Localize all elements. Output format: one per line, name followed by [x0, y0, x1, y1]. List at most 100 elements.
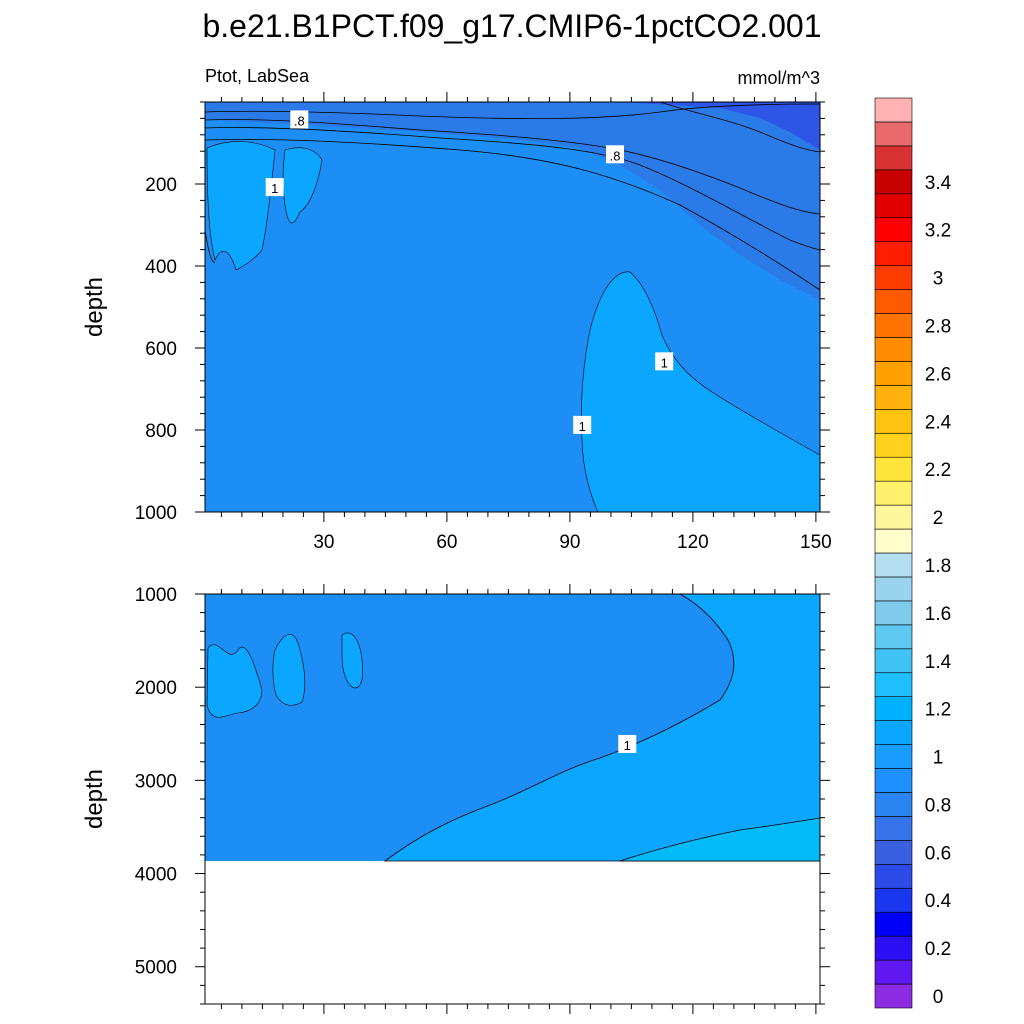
upper-y-axis-label: depth [81, 277, 108, 337]
contour-label: 1 [661, 355, 668, 370]
colorbar-label: 0.8 [925, 795, 951, 816]
lower-high-fill [383, 593, 821, 862]
colorbar-box [874, 217, 913, 242]
x-tick-label: 150 [800, 532, 832, 553]
contour-label-box [655, 352, 674, 371]
colorbar-box [874, 528, 913, 554]
colorbar-box [874, 432, 913, 458]
contour-label-box [606, 145, 624, 164]
colorbar-label: 1.2 [925, 700, 951, 721]
colorbar-label: 0.6 [925, 843, 951, 864]
y-tick-label: 400 [145, 257, 177, 278]
colorbar-box [874, 887, 913, 913]
lower-high-fill-mid [272, 633, 306, 706]
y-tick-label: 5000 [135, 958, 177, 979]
upper-shallow-low-fill [205, 102, 820, 300]
colorbar-box [874, 361, 913, 386]
contour-line [204, 229, 216, 263]
contour-label: 1 [624, 738, 631, 753]
contour-label: .8 [294, 113, 305, 128]
contour-line [204, 139, 821, 291]
colorbar-label: 0.2 [925, 939, 951, 960]
colorbar-box [874, 816, 913, 841]
colorbar-box [874, 792, 913, 817]
lower-highest-fill [619, 817, 821, 862]
x-tick-label: 120 [677, 532, 709, 553]
colorbar-labels: 0 0.2 0.4 0.6 0.8 1 1.2 1.4 1.6 1.8 2 2.2 2.4 2.6 2.8 3… [925, 173, 952, 1008]
upper-high-fill-left [206, 141, 276, 271]
contour-label-box [618, 734, 637, 753]
colorbar-box [874, 768, 913, 793]
colorbar-box [874, 672, 913, 697]
contour-label-box [290, 110, 309, 129]
colorbar-label: 2.4 [925, 412, 952, 433]
lower-panel: 1 1000 2000 3000 4000 5000 [135, 584, 830, 1014]
contour-label-box [265, 178, 284, 197]
y-tick-label: 3000 [135, 771, 177, 792]
colorbar-label: 1 [933, 748, 944, 769]
colorbar-box [874, 409, 913, 434]
colorbar-box [874, 504, 913, 530]
lower-ticks: 1000 2000 3000 4000 5000 [135, 584, 830, 1014]
y-tick-label: 800 [145, 421, 177, 442]
colorbar-box [874, 624, 913, 650]
colorbar-box [874, 480, 913, 506]
lower-contour-labels: 1 [618, 734, 637, 753]
colorbar-box [874, 576, 913, 602]
colorbar-box [874, 935, 913, 961]
x-tick-label: 60 [436, 532, 457, 553]
colorbar-label: 3 [933, 269, 944, 290]
colorbar: 0 0.2 0.4 0.6 0.8 1 1.2 1.4 1.6 1.8 2 2.2 2.4 2.6 2.8 3… [874, 97, 952, 1009]
colorbar-box [874, 552, 913, 578]
colorbar-box [874, 145, 913, 171]
colorbar-label: 2 [933, 508, 944, 529]
colorbar-box [874, 169, 913, 195]
x-tick-label: 90 [559, 532, 580, 553]
y-tick-label: 1000 [135, 585, 177, 606]
lower-y-axis-label: depth [81, 769, 108, 829]
contour-label: 1 [271, 181, 278, 196]
colorbar-box [874, 289, 913, 314]
colorbar-box [874, 911, 913, 937]
colorbar-box [874, 648, 913, 674]
y-tick-label: 2000 [135, 678, 177, 699]
upper-high-fill-deep [580, 271, 821, 513]
lower-high-fill-left [206, 644, 263, 718]
colorbar-label: 3.2 [925, 221, 951, 242]
upper-ticks: 30 60 90 120 150 200 400 600 800 1000 [135, 92, 832, 553]
y-tick-label: 4000 [135, 865, 177, 886]
colorbar-box [874, 121, 913, 147]
chart-title: b.e21.B1PCT.f09_g17.CMIP6-1pctCO2.001 [202, 8, 821, 44]
colorbar-box [874, 337, 913, 362]
y-tick-label: 600 [145, 339, 177, 360]
colorbar-box [874, 744, 913, 769]
colorbar-label: 0.4 [925, 891, 952, 912]
colorbar-box [874, 241, 913, 266]
lower-high-fill-small [341, 632, 364, 689]
colorbar-box [874, 313, 913, 338]
contour-line [659, 101, 821, 153]
upper-surface-min-fill [620, 102, 820, 150]
y-tick-label: 200 [145, 175, 177, 196]
colorbar-label: 1.6 [925, 604, 951, 625]
colorbar-boxes [874, 97, 913, 1009]
colorbar-label: 3.4 [925, 173, 952, 194]
colorbar-box [874, 600, 913, 626]
colorbar-box [874, 456, 913, 482]
contour-line [204, 119, 821, 215]
upper-panel: .8 .8 1 1 1 30 60 90 120 150 200 400 600 800 1000 [135, 92, 832, 553]
contour-label: .8 [610, 148, 621, 163]
colorbar-label: 2.6 [925, 364, 951, 385]
colorbar-label: 2.8 [925, 317, 951, 338]
colorbar-box [874, 97, 913, 123]
y-tick-label: 1000 [135, 503, 177, 524]
x-tick-label: 30 [313, 532, 334, 553]
contour-line [204, 127, 821, 251]
colorbar-box [874, 864, 913, 889]
colorbar-box [874, 959, 913, 985]
upper-contour-labels: .8 .8 1 1 1 [265, 110, 674, 434]
colorbar-label: 1.4 [925, 652, 952, 673]
colorbar-label: 0 [933, 987, 944, 1008]
colorbar-box [874, 193, 913, 219]
